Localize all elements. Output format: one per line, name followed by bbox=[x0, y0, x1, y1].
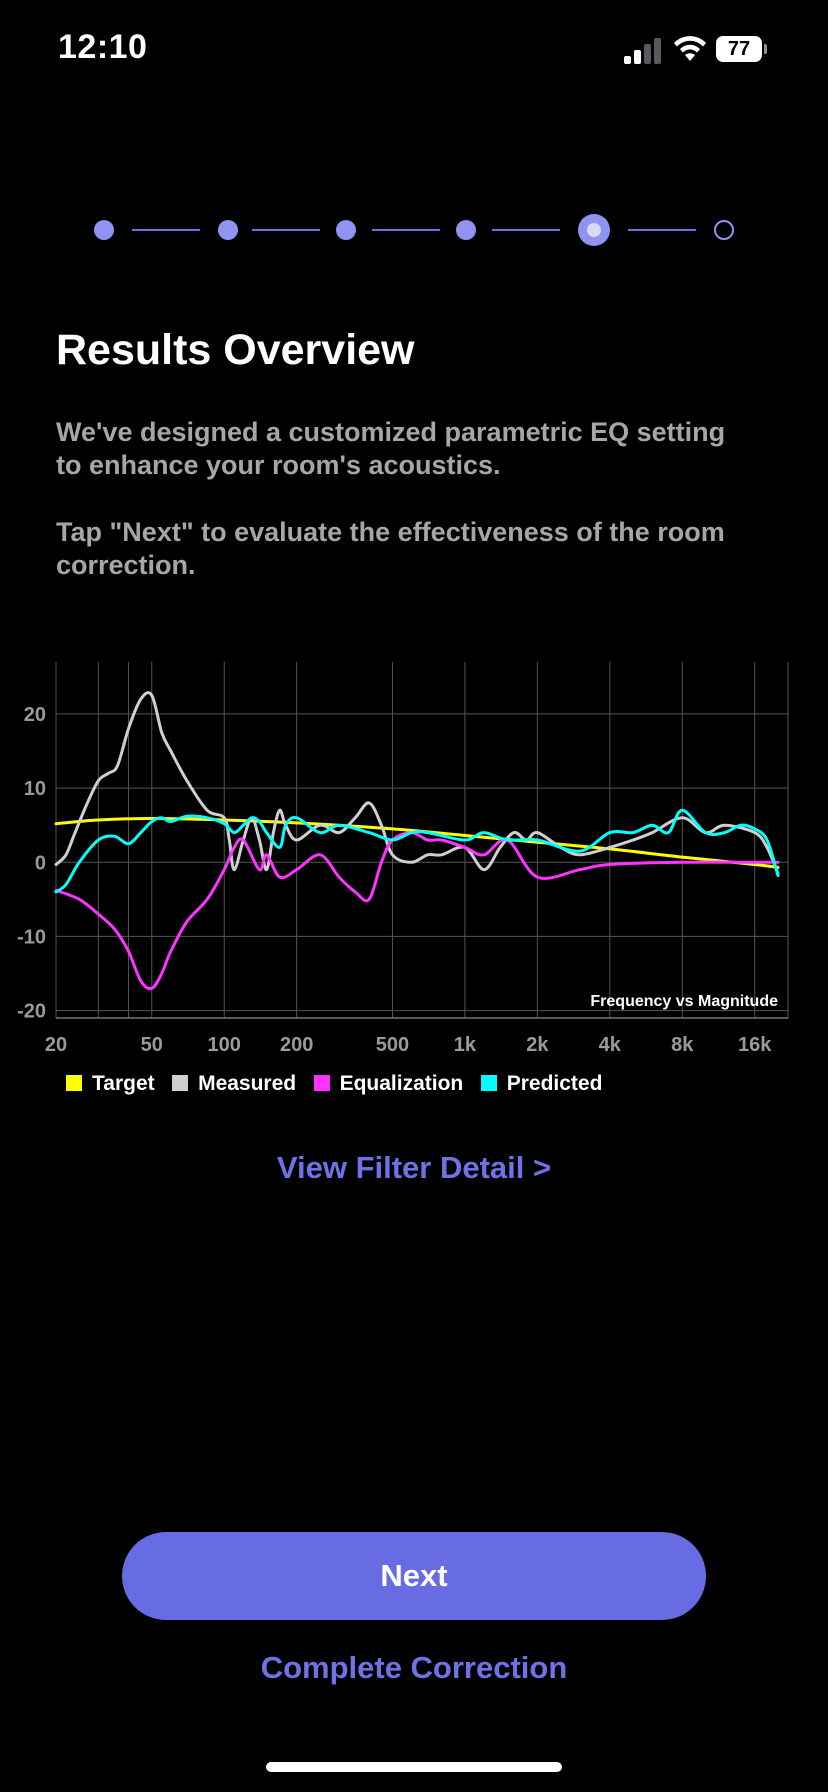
series-line-equalization bbox=[54, 831, 780, 991]
x-tick-label: 200 bbox=[280, 1034, 313, 1056]
progress-stepper bbox=[0, 210, 828, 250]
step-6-dot-upcoming bbox=[714, 220, 734, 240]
legend-item-equalization: Equalization bbox=[313, 1072, 464, 1096]
next-button[interactable]: Next bbox=[122, 1532, 706, 1620]
series-line-measured bbox=[54, 691, 780, 875]
status-icons: 77 bbox=[624, 34, 794, 66]
wifi-icon bbox=[674, 36, 706, 61]
status-time: 12:10 bbox=[58, 28, 148, 66]
home-indicator bbox=[266, 1762, 562, 1772]
complete-correction-link[interactable]: Complete Correction bbox=[260, 1650, 568, 1685]
y-tick-label: -20 bbox=[17, 1001, 46, 1023]
x-tick-label: 500 bbox=[376, 1034, 409, 1056]
y-tick-label: 10 bbox=[24, 778, 46, 800]
x-tick-label: 4k bbox=[599, 1034, 622, 1056]
view-filter-detail-link[interactable]: View Filter Detail > bbox=[276, 1150, 552, 1185]
legend-swatch bbox=[480, 1075, 497, 1091]
x-tick-label: 16k bbox=[738, 1034, 772, 1056]
legend-swatch bbox=[172, 1075, 189, 1091]
x-tick-label: 1k bbox=[454, 1034, 477, 1056]
y-tick-label: 0 bbox=[35, 852, 46, 874]
series-line-predicted bbox=[54, 808, 780, 894]
legend-item-measured: Measured bbox=[172, 1072, 296, 1096]
battery-icon: 77 bbox=[716, 36, 767, 62]
chart-title: Frequency vs Magnitude bbox=[590, 993, 778, 1010]
y-tick-label: 20 bbox=[24, 704, 46, 726]
step-5-dot-current bbox=[578, 214, 610, 246]
page-title: Results Overview bbox=[56, 326, 415, 374]
legend-label: Equalization bbox=[339, 1072, 464, 1095]
step-connector bbox=[252, 229, 320, 231]
step-3-dot bbox=[336, 220, 356, 240]
legend-swatch bbox=[313, 1075, 330, 1091]
description-paragraph-1: We've designed a customized parametric E… bbox=[56, 417, 726, 480]
legend-item-target: Target bbox=[66, 1072, 155, 1096]
x-tick-label: 50 bbox=[141, 1034, 163, 1056]
legend-swatch bbox=[66, 1075, 82, 1091]
x-tick-label: 100 bbox=[208, 1034, 241, 1056]
x-tick-label: 20 bbox=[45, 1034, 67, 1056]
step-connector bbox=[628, 229, 696, 231]
step-4-dot bbox=[456, 220, 476, 240]
cellular-signal-icon bbox=[624, 38, 661, 64]
step-connector bbox=[132, 229, 200, 231]
status-bar: 12:10 77 bbox=[0, 0, 828, 100]
legend-label: Measured bbox=[198, 1072, 297, 1095]
frequency-response-chart: 20 10 0 -10 -20 20 50 100 200 500 1k 2k 4k 8k 16k Frequ… bbox=[0, 652, 828, 1092]
step-1-dot bbox=[94, 220, 114, 240]
legend-label: Predicted bbox=[506, 1072, 603, 1095]
y-tick-label: -10 bbox=[17, 926, 46, 948]
chart-legend: Target Measured Equalization Predicted bbox=[66, 1072, 615, 1100]
x-tick-label: 2k bbox=[526, 1034, 549, 1056]
x-tick-label: 8k bbox=[671, 1034, 694, 1056]
step-connector bbox=[372, 229, 440, 231]
step-connector bbox=[492, 229, 560, 231]
legend-item-predicted: Predicted bbox=[480, 1072, 603, 1096]
legend-label: Target bbox=[92, 1072, 155, 1095]
description-paragraph-2: Tap "Next" to evaluate the effectiveness… bbox=[56, 517, 725, 580]
step-2-dot bbox=[218, 220, 238, 240]
